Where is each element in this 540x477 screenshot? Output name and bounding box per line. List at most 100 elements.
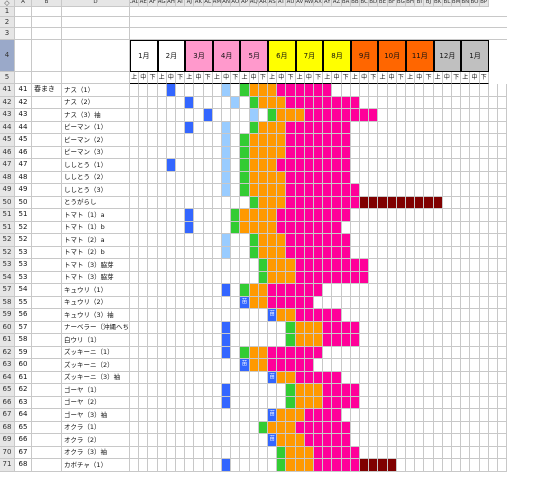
schedule-cell[interactable] bbox=[378, 96, 388, 109]
schedule-cell[interactable] bbox=[378, 334, 388, 347]
schedule-cell[interactable] bbox=[406, 446, 416, 459]
schedule-cell[interactable] bbox=[304, 446, 314, 459]
schedule-cell[interactable] bbox=[185, 234, 195, 247]
schedule-cell[interactable] bbox=[424, 221, 434, 234]
schedule-cell[interactable] bbox=[277, 334, 287, 347]
schedule-cell[interactable] bbox=[433, 209, 443, 222]
schedule-cell[interactable] bbox=[323, 259, 333, 272]
schedule-cell[interactable] bbox=[286, 146, 296, 159]
schedule-cell[interactable] bbox=[139, 146, 149, 159]
schedule-cell[interactable] bbox=[360, 409, 370, 422]
schedule-cell[interactable] bbox=[387, 421, 397, 434]
schedule-cell[interactable] bbox=[442, 84, 452, 97]
schedule-cell[interactable] bbox=[323, 421, 333, 434]
row-index-cell[interactable]: 57 bbox=[15, 321, 32, 334]
schedule-cell[interactable] bbox=[378, 221, 388, 234]
schedule-cell[interactable] bbox=[231, 109, 241, 122]
schedule-cell[interactable] bbox=[231, 159, 241, 172]
schedule-cell[interactable] bbox=[240, 421, 250, 434]
schedule-cell[interactable] bbox=[185, 384, 195, 397]
schedule-cell[interactable] bbox=[424, 146, 434, 159]
schedule-cell[interactable] bbox=[212, 321, 222, 334]
schedule-cell[interactable] bbox=[396, 271, 406, 284]
schedule-cell[interactable] bbox=[148, 109, 158, 122]
schedule-cell[interactable] bbox=[332, 134, 342, 147]
schedule-cell[interactable] bbox=[396, 359, 406, 372]
schedule-cell[interactable] bbox=[396, 384, 406, 397]
schedule-cell[interactable] bbox=[295, 346, 305, 359]
schedule-cell[interactable]: 苗 bbox=[268, 309, 278, 322]
schedule-cell[interactable] bbox=[360, 134, 370, 147]
schedule-cell[interactable] bbox=[203, 146, 213, 159]
schedule-cell[interactable] bbox=[350, 321, 360, 334]
schedule-cell[interactable] bbox=[470, 246, 480, 259]
schedule-cell[interactable] bbox=[433, 234, 443, 247]
schedule-cell[interactable] bbox=[341, 421, 351, 434]
schedule-cell[interactable] bbox=[360, 234, 370, 247]
schedule-cell[interactable] bbox=[323, 371, 333, 384]
schedule-cell[interactable] bbox=[406, 434, 416, 447]
schedule-cell[interactable] bbox=[166, 221, 176, 234]
schedule-cell[interactable] bbox=[479, 171, 489, 184]
schedule-cell[interactable] bbox=[378, 209, 388, 222]
schedule-cell[interactable] bbox=[212, 459, 222, 472]
schedule-cell[interactable] bbox=[369, 171, 379, 184]
schedule-cell[interactable] bbox=[415, 409, 425, 422]
schedule-cell[interactable] bbox=[203, 309, 213, 322]
schedule-cell[interactable] bbox=[222, 84, 232, 97]
schedule-cell[interactable] bbox=[304, 196, 314, 209]
schedule-cell[interactable] bbox=[470, 421, 480, 434]
schedule-cell[interactable] bbox=[498, 221, 508, 234]
schedule-cell[interactable] bbox=[479, 234, 489, 247]
schedule-cell[interactable] bbox=[369, 134, 379, 147]
schedule-cell[interactable] bbox=[479, 134, 489, 147]
schedule-cell[interactable] bbox=[378, 296, 388, 309]
schedule-cell[interactable] bbox=[323, 196, 333, 209]
schedule-cell[interactable] bbox=[442, 334, 452, 347]
schedule-cell[interactable] bbox=[258, 346, 268, 359]
schedule-cell[interactable] bbox=[369, 184, 379, 197]
schedule-cell[interactable]: 苗 bbox=[268, 434, 278, 447]
schedule-cell[interactable] bbox=[415, 296, 425, 309]
schedule-cell[interactable] bbox=[148, 359, 158, 372]
schedule-cell[interactable] bbox=[148, 209, 158, 222]
schedule-cell[interactable] bbox=[194, 321, 204, 334]
schedule-cell[interactable] bbox=[360, 296, 370, 309]
schedule-cell[interactable] bbox=[433, 434, 443, 447]
schedule-cell[interactable] bbox=[277, 259, 287, 272]
schedule-cell[interactable] bbox=[387, 384, 397, 397]
schedule-cell[interactable] bbox=[369, 146, 379, 159]
row-index-cell[interactable]: 56 bbox=[15, 309, 32, 322]
schedule-cell[interactable] bbox=[461, 196, 471, 209]
schedule-cell[interactable] bbox=[415, 221, 425, 234]
schedule-cell[interactable] bbox=[341, 259, 351, 272]
schedule-cell[interactable] bbox=[323, 84, 333, 97]
schedule-cell[interactable] bbox=[433, 134, 443, 147]
schedule-cell[interactable] bbox=[452, 434, 462, 447]
schedule-cell[interactable] bbox=[166, 296, 176, 309]
schedule-cell[interactable] bbox=[222, 371, 232, 384]
schedule-cell[interactable] bbox=[332, 421, 342, 434]
schedule-cell[interactable] bbox=[387, 334, 397, 347]
schedule-cell[interactable] bbox=[332, 271, 342, 284]
schedule-cell[interactable] bbox=[268, 196, 278, 209]
schedule-cell[interactable] bbox=[424, 334, 434, 347]
row-header[interactable]: 68 bbox=[0, 421, 15, 434]
schedule-cell[interactable] bbox=[378, 284, 388, 297]
schedule-cell[interactable] bbox=[240, 409, 250, 422]
schedule-cell[interactable] bbox=[249, 96, 259, 109]
schedule-cell[interactable] bbox=[360, 309, 370, 322]
schedule-cell[interactable] bbox=[424, 371, 434, 384]
schedule-cell[interactable] bbox=[378, 321, 388, 334]
schedule-cell[interactable] bbox=[231, 446, 241, 459]
schedule-cell[interactable] bbox=[387, 271, 397, 284]
row-index-cell[interactable]: 65 bbox=[15, 421, 32, 434]
schedule-cell[interactable] bbox=[415, 159, 425, 172]
schedule-cell[interactable] bbox=[203, 209, 213, 222]
schedule-cell[interactable] bbox=[488, 259, 498, 272]
schedule-cell[interactable] bbox=[157, 84, 167, 97]
schedule-cell[interactable] bbox=[314, 221, 324, 234]
schedule-cell[interactable] bbox=[461, 259, 471, 272]
schedule-cell[interactable] bbox=[350, 84, 360, 97]
schedule-cell[interactable] bbox=[396, 346, 406, 359]
